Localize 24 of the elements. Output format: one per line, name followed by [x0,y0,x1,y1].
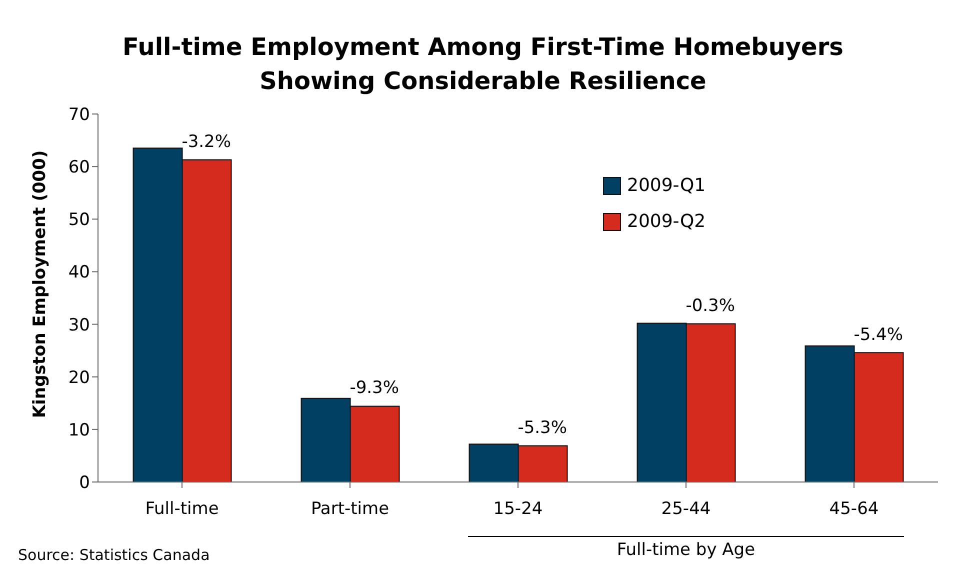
y-tick-label: 20 [68,368,90,388]
text: Full-time by Age [616,540,756,560]
y-tick-label: 30 [68,315,90,336]
x-tick-label: 45-64 [829,499,879,520]
y-axis-title: Kingston Employment (000) [30,150,50,418]
annotation: -3.2% [180,132,232,152]
source-note: Source: Statistics Canada [18,546,210,564]
x-tick-label: Full-time [145,499,219,520]
y-tick-label: 50 [68,210,90,230]
x-tick-label: 15-24 [493,499,543,520]
x-tick-label: 25-44 [661,499,711,520]
y-tick-label: 0 [79,473,90,494]
legend-label: 2009-Q1 [627,174,706,198]
annotation: -0.3% [684,296,736,316]
chart-title: Full-time Employment Among First-Time Homebuyers Showing Considerable Resilience [122,32,844,97]
annotation: -9.3% [348,378,400,398]
y-tick-label: 40 [68,262,90,283]
annotation: -5.4% [852,324,904,345]
y-tick-label: 10 [68,420,90,440]
annotation: -5.3% [516,418,568,438]
y-tick-label: 70 [68,105,90,126]
y-tick-label: 60 [68,158,90,178]
x-tick-label: Part-time [310,499,390,520]
legend-label: 2009-Q2 [627,210,706,234]
